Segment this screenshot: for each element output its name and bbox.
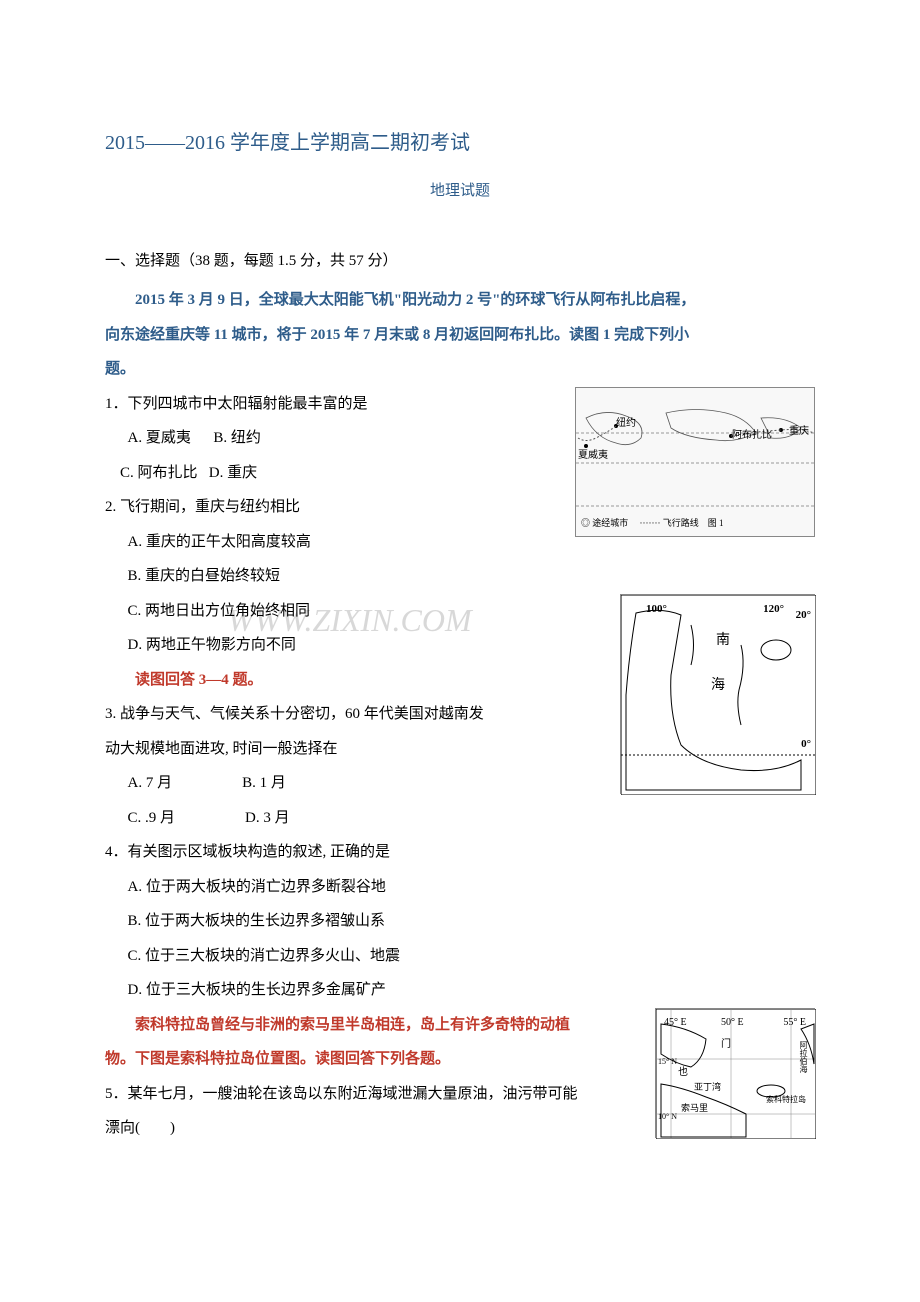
fig2-nan: 南 [716, 625, 730, 657]
q3-option-d: D. 3 月 [245, 801, 290, 836]
page-title: 2015——2016 学年度上学期高二期初考试 [105, 120, 815, 166]
fig3-arabia: 阿拉伯海 [794, 1041, 812, 1073]
q1-option-b: B. 纽约 [213, 430, 261, 446]
fig1-label-hw: 夏威夷 [578, 444, 608, 467]
fig3-lon55: 55° E [783, 1011, 806, 1034]
intro-1-line-2: 向东途经重庆等 11 城市，将于 2015 年 7 月末或 8 月初返回阿布扎比… [105, 318, 815, 353]
fig3-island: 索科特拉岛 [766, 1091, 806, 1109]
q2-option-b: B. 重庆的白昼始终较短 [128, 559, 816, 594]
fig1-legend-city: ◎ 途经城市 [581, 518, 628, 528]
fig3-lat10: 10° N [658, 1108, 677, 1126]
page-subtitle: 地理试题 [105, 174, 815, 209]
q1-option-c: C. 阿布扎比 [120, 465, 198, 481]
q4-option-c: C. 位于三大板块的消亡边界多火山、地震 [128, 939, 816, 974]
fig2-hai: 海 [711, 670, 725, 702]
q3-option-b: B. 1 月 [242, 766, 286, 801]
intro-1-line-1: 2015 年 3 月 9 日，全球最大太阳能飞机"阳光动力 2 号"的环球飞行从… [105, 283, 815, 318]
fig1-label-cq: 重庆 [789, 420, 809, 443]
q3-option-a: A. 7 月 [128, 766, 173, 801]
q4-option-d: D. 位于三大板块的生长边界多金属矿产 [128, 973, 816, 1008]
fig3-lat15: 15° N [658, 1053, 677, 1071]
q4-option-a: A. 位于两大板块的消亡边界多断裂谷地 [128, 870, 816, 905]
q1-option-a: A. 夏威夷 [128, 430, 191, 446]
section-header: 一、选择题（38 题，每题 1.5 分，共 57 分） [105, 244, 815, 279]
fig3-lon45: 45° E [664, 1011, 687, 1034]
question-4: 4．有关图示区域板块构造的叙述, 正确的是 [105, 835, 815, 870]
fig3-gulf: 亚丁湾 [694, 1077, 721, 1098]
fig1-legend: ◎ 途经城市 ······· 飞行路线 图 1 [581, 513, 724, 534]
fig1-label-ny: 纽约 [616, 412, 636, 435]
q1-option-d: D. 重庆 [209, 465, 257, 481]
fig3-ye: 也 [678, 1061, 688, 1084]
q2-option-c: C. 两地日出方位角始终相同 [128, 594, 816, 629]
fig3-lon50: 50° E [721, 1011, 744, 1034]
fig3-somalia: 索马里 [681, 1098, 708, 1119]
q4-option-b: B. 位于两大板块的生长边界多褶皱山系 [128, 904, 816, 939]
question-4-options: A. 位于两大板块的消亡边界多断裂谷地 B. 位于两大板块的生长边界多褶皱山系 … [105, 870, 815, 1008]
fig1-figname: 图 1 [708, 518, 724, 528]
fig1-legend-route: ······· 飞行路线 [640, 518, 699, 528]
fig2-lat0: 0° [801, 732, 811, 757]
intro-1: 2015 年 3 月 9 日，全球最大太阳能飞机"阳光动力 2 号"的环球飞行从… [105, 283, 815, 387]
intro-1-line-3: 题。 [105, 352, 815, 387]
fig1-label-abu: 阿布扎比 [732, 424, 772, 447]
figure-3: 45° E 50° E 55° E 15° N 10° N 也 门 亚丁湾 索马… [655, 1008, 815, 1138]
fig3-men: 门 [721, 1033, 731, 1056]
figure-1: 纽约 阿布扎比 重庆 夏威夷 ◎ 途经城市 ······· 飞行路线 图 1 [575, 387, 815, 537]
q3-option-c: C. .9 月 [128, 801, 176, 836]
